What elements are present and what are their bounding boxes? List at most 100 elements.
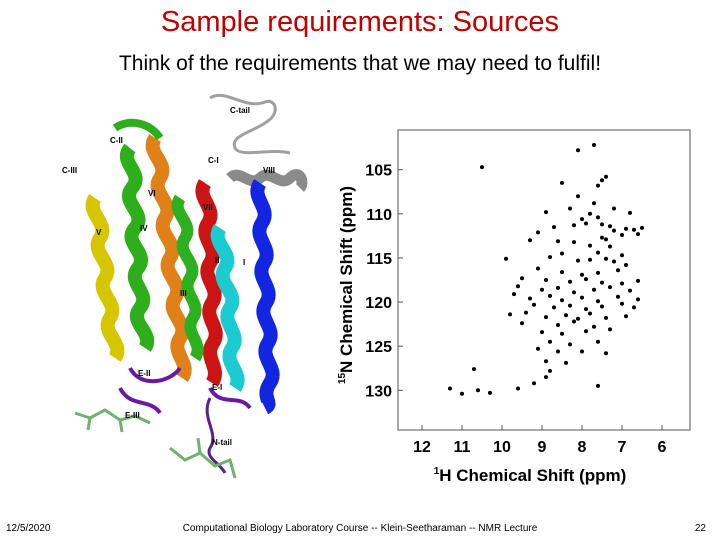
data-point bbox=[616, 294, 620, 299]
data-point bbox=[568, 206, 572, 211]
y-axis-label-sup: 15 bbox=[337, 373, 348, 385]
data-point bbox=[480, 165, 484, 170]
data-point bbox=[592, 287, 596, 292]
data-point bbox=[504, 256, 508, 261]
data-point bbox=[600, 222, 604, 227]
footer-date: 12/5/2020 bbox=[6, 523, 51, 534]
data-point bbox=[612, 206, 616, 211]
x-tick-label: 12 bbox=[413, 439, 431, 456]
data-point bbox=[624, 314, 628, 319]
y-tick-label: 105 bbox=[365, 163, 392, 180]
footer-course: Computational Biology Laboratory Course … bbox=[182, 523, 538, 534]
data-point bbox=[592, 324, 596, 329]
protein-structure-image: C-tail C-II C-I C-III VIII VI VII IV V I… bbox=[62, 93, 308, 479]
label-c-ii: C-II bbox=[110, 136, 123, 145]
data-point bbox=[596, 383, 600, 388]
data-point bbox=[600, 235, 604, 240]
x-axis-label-main: H Chemical Shift (ppm) bbox=[439, 466, 626, 485]
data-point bbox=[544, 375, 548, 380]
data-point bbox=[540, 287, 544, 292]
data-point bbox=[612, 259, 616, 264]
data-point bbox=[524, 310, 528, 315]
helix-i bbox=[250, 179, 280, 415]
data-point bbox=[636, 297, 640, 302]
label-iii: III bbox=[180, 289, 187, 298]
label-e-iii: E-III bbox=[125, 411, 140, 420]
data-point bbox=[536, 266, 540, 271]
data-point bbox=[528, 238, 532, 243]
data-point bbox=[488, 390, 492, 395]
y-tick-label: 120 bbox=[365, 295, 392, 312]
data-point bbox=[476, 388, 480, 393]
data-point bbox=[572, 223, 576, 228]
helix-viii bbox=[226, 169, 308, 192]
slide-title: Sample requirements: Sources bbox=[160, 6, 560, 38]
data-point bbox=[620, 253, 624, 258]
data-point bbox=[560, 251, 564, 256]
data-point bbox=[608, 285, 612, 290]
data-point bbox=[624, 263, 628, 267]
data-point bbox=[576, 316, 580, 321]
data-point bbox=[508, 312, 512, 317]
y-tick-label: 110 bbox=[366, 207, 392, 224]
data-point bbox=[588, 243, 592, 248]
label-e-ii: E-II bbox=[138, 369, 150, 378]
data-point bbox=[604, 174, 608, 179]
data-point bbox=[584, 221, 588, 226]
x-tick-label: 10 bbox=[493, 439, 511, 456]
data-point bbox=[532, 302, 536, 307]
data-point bbox=[604, 351, 608, 356]
data-point bbox=[552, 225, 556, 230]
data-point bbox=[576, 194, 580, 199]
data-point bbox=[608, 244, 612, 249]
y-axis-label-main: N Chemical Shift (ppm) bbox=[337, 186, 356, 373]
data-point bbox=[636, 232, 640, 237]
data-point bbox=[552, 305, 556, 310]
data-point bbox=[540, 330, 544, 335]
data-point bbox=[544, 315, 548, 320]
data-point bbox=[556, 349, 560, 354]
y-axis: 105 110 115 120 125 130 bbox=[365, 163, 403, 400]
data-point bbox=[532, 381, 536, 386]
data-point bbox=[572, 240, 576, 245]
data-point bbox=[560, 331, 564, 336]
label-c-tail: C-tail bbox=[230, 106, 250, 115]
data-point bbox=[516, 284, 520, 289]
helix-c-ii bbox=[112, 118, 164, 141]
helix-vi bbox=[145, 134, 192, 382]
data-point bbox=[460, 391, 464, 396]
helix-iv bbox=[119, 143, 155, 352]
label-iv: IV bbox=[140, 224, 148, 233]
helix-iii bbox=[210, 224, 245, 392]
data-point bbox=[608, 224, 612, 229]
data-point bbox=[580, 272, 584, 277]
data-point bbox=[544, 210, 548, 215]
data-point bbox=[576, 148, 580, 153]
helix-v bbox=[85, 194, 125, 362]
y-tick-label: 125 bbox=[365, 339, 392, 356]
slide-subtitle: Think of the requirements that we may ne… bbox=[118, 52, 602, 75]
data-point bbox=[628, 288, 632, 293]
label-e-i: E-I bbox=[212, 383, 222, 392]
data-point bbox=[556, 285, 560, 290]
data-point bbox=[568, 279, 572, 284]
data-point bbox=[632, 227, 636, 232]
data-point bbox=[556, 239, 560, 244]
data-point bbox=[528, 296, 532, 301]
data-point bbox=[564, 313, 568, 318]
data-point bbox=[564, 360, 568, 365]
data-point bbox=[596, 270, 600, 275]
data-point bbox=[592, 143, 596, 147]
data-point bbox=[600, 178, 604, 183]
data-point bbox=[512, 292, 516, 297]
label-vii: VII bbox=[203, 203, 213, 212]
data-point bbox=[568, 342, 572, 347]
label-vi: VI bbox=[148, 189, 156, 198]
x-axis-label-sup: 1 bbox=[434, 466, 440, 477]
data-point bbox=[596, 183, 600, 188]
data-point bbox=[560, 180, 564, 185]
data-point bbox=[548, 255, 552, 260]
data-point bbox=[580, 349, 584, 354]
data-point bbox=[536, 346, 540, 351]
data-point bbox=[620, 301, 624, 306]
